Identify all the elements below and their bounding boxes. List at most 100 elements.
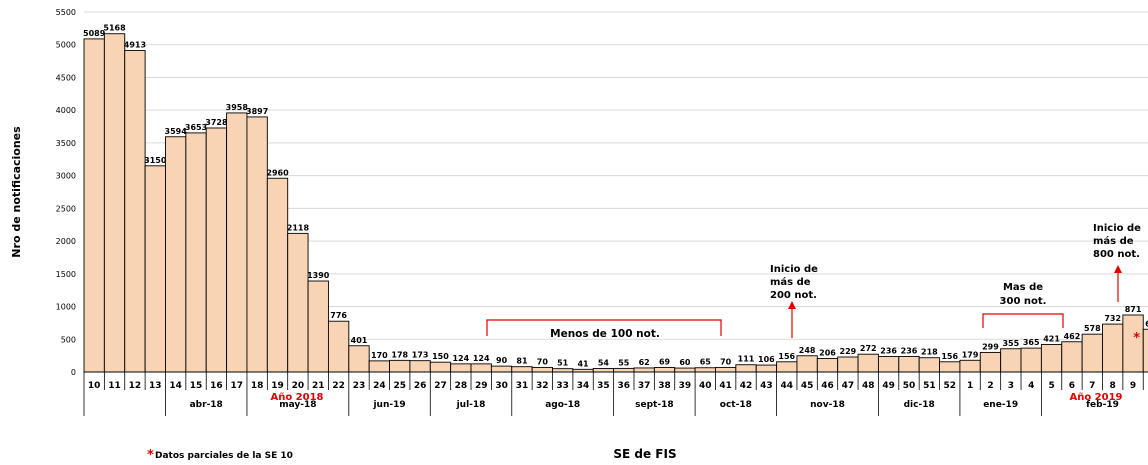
data-label: 248 [799, 346, 816, 355]
data-label: 41 [577, 359, 589, 368]
month-label: abr-18 [190, 400, 223, 410]
x-tick-label: 25 [393, 381, 406, 391]
footnote-text: Datos parciales de la SE 10 [155, 451, 293, 461]
data-label: 65 [700, 358, 712, 367]
data-label: 218 [921, 348, 938, 357]
month-label: ene-19 [983, 400, 1018, 410]
bar [470, 363, 492, 373]
data-label: 156 [941, 352, 958, 361]
data-label: 401 [351, 336, 368, 345]
bar [511, 366, 533, 373]
bracket-mas-300 [982, 313, 1064, 328]
x-tick-label: 43 [760, 381, 773, 391]
data-label: 3958 [226, 103, 249, 112]
data-label: 421 [1043, 334, 1060, 343]
x-tick-label: 17 [231, 381, 244, 391]
x-tick-label: 44 [780, 381, 793, 391]
x-tick-label: 41 [719, 381, 732, 391]
bar [1102, 323, 1124, 373]
x-tick-label: 51 [923, 381, 936, 391]
x-tick-label: 39 [679, 381, 692, 391]
partial-data-asterisk: * [1133, 331, 1140, 346]
bar [103, 33, 126, 373]
x-tick-label: 30 [495, 381, 508, 391]
data-label: 81 [516, 357, 528, 366]
month-label: feb-19 [1086, 400, 1119, 410]
bar [857, 353, 879, 373]
annotation-mas-300-line2: 300 not. [1000, 296, 1047, 307]
bar [796, 355, 818, 373]
bar [409, 360, 431, 373]
bar [837, 356, 859, 373]
data-label: 111 [738, 355, 755, 364]
x-tick-label: 4 [1028, 381, 1034, 391]
y-tick-label: 5000 [56, 41, 76, 50]
data-label: 156 [778, 352, 795, 361]
x-tick-label: 7 [1089, 381, 1095, 391]
data-label: 365 [1023, 338, 1040, 347]
data-label: 272 [860, 344, 877, 353]
bar [735, 364, 757, 373]
month-label: nov-18 [810, 400, 845, 410]
x-tick-label: 9 [1130, 381, 1136, 391]
bar [83, 38, 105, 373]
bar [165, 136, 187, 373]
y-axis: 0 500 1000 1500 2000 2500 3000 3500 4000 4500 5000… [56, 8, 76, 377]
x-tick-label: 1 [967, 381, 973, 391]
x-tick-label: 13 [149, 381, 162, 391]
data-label: 170 [371, 351, 388, 360]
annotation-menos-100-text: Menos de 100 not. [550, 328, 660, 340]
y-tick-label: 5500 [56, 8, 76, 17]
x-tick-label: 10 [88, 381, 101, 391]
bar [1020, 347, 1042, 373]
month-label: ago-18 [545, 400, 580, 410]
data-label: 3728 [205, 118, 228, 127]
y-tick-label: 2500 [56, 204, 76, 213]
annotation-inicio-800: Inicio de más de 800 not. [1093, 223, 1141, 302]
x-tick-label: 2 [987, 381, 993, 391]
x-tick-label: 23 [353, 381, 366, 391]
arrow-800-head [1114, 265, 1122, 273]
bar [205, 127, 228, 373]
bar [776, 361, 798, 373]
bar [1142, 328, 1148, 373]
data-label: 871 [1125, 305, 1142, 314]
y-tick-label: 3000 [56, 172, 76, 181]
y-tick-label: 2000 [56, 237, 76, 246]
data-label: 2118 [287, 223, 310, 232]
bar [368, 360, 390, 373]
bar [226, 112, 248, 373]
data-label: 5168 [103, 24, 126, 33]
x-tick-label: 46 [821, 381, 834, 391]
data-label: 355 [1002, 339, 1019, 348]
annotation-inicio-800-line1: Inicio de [1093, 223, 1141, 234]
bar [715, 366, 737, 373]
x-tick-label: 21 [312, 381, 325, 391]
annotation-inicio-200: Inicio de más de 200 not. [770, 264, 818, 338]
bar [429, 361, 452, 373]
data-label: 236 [880, 347, 897, 356]
annotation-inicio-200-line3: 200 not. [770, 290, 817, 301]
data-label: 90 [496, 356, 508, 365]
bar [816, 358, 839, 373]
data-label: 124 [452, 354, 469, 363]
annotation-inicio-200-line2: más de [770, 276, 811, 288]
x-tick-label: 45 [801, 381, 814, 391]
data-label: 462 [1064, 332, 1081, 341]
data-label: 51 [557, 359, 569, 368]
annotation-inicio-200-line1: Inicio de [770, 264, 818, 275]
data-label: 5089 [83, 29, 106, 38]
data-label: 653 [1145, 319, 1148, 328]
bar [1081, 333, 1103, 373]
x-axis: 10 11 12 13 14 15 16 17 18 19 20 21 22 23 24 25 26 27 28 29… [83, 371, 1148, 416]
bar [877, 356, 900, 373]
bar [939, 361, 961, 373]
data-label: 299 [982, 342, 999, 351]
y-tick-label: 4000 [56, 106, 76, 115]
bar [1061, 341, 1083, 373]
data-label: 178 [391, 350, 408, 359]
bar [266, 177, 289, 373]
bar [531, 366, 553, 373]
